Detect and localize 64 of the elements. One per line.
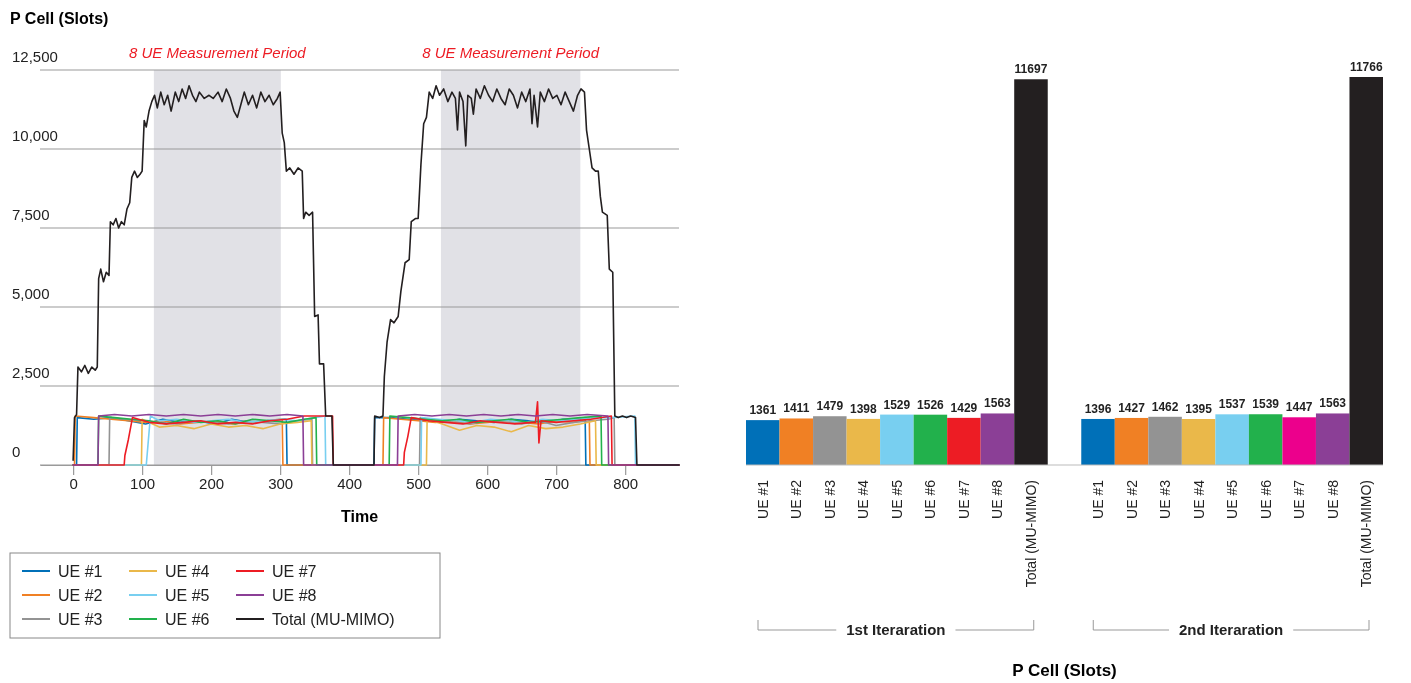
band-label: 8 UE Measurement Period	[128, 44, 307, 61]
data-label: 1563	[984, 396, 1012, 411]
data-label: 1563	[1319, 396, 1347, 411]
data-label: 1427	[1118, 400, 1146, 415]
x-tick-label: 700	[544, 474, 570, 492]
data-label: 1479	[816, 399, 844, 414]
x-tick-label: UE #8	[1324, 479, 1341, 519]
x-tick-label: 600	[475, 474, 501, 492]
x-tick-label: UE #4	[855, 479, 872, 519]
x-tick-label: 800	[613, 474, 639, 492]
x-tick-label: UE #4	[1190, 479, 1207, 519]
data-label: 1539	[1252, 397, 1280, 412]
x-tick-label: 200	[199, 474, 225, 492]
x-tick-label: 100	[130, 474, 156, 492]
legend-label: UE #8	[272, 587, 317, 604]
x-tick-label: Total (MU-MIMO)	[1022, 480, 1039, 588]
text: 2nd Iteraration	[1179, 621, 1284, 638]
data-label: 1526	[917, 397, 945, 412]
y-tick-label: 0	[12, 443, 21, 460]
y-tick-label: 2,500	[12, 364, 50, 381]
data-label: 1395	[1185, 402, 1213, 416]
x-tick-label: UE #2	[788, 479, 805, 519]
legend-label: UE #3	[58, 611, 103, 628]
y-tick-label: 5,000	[12, 285, 50, 302]
x-tick-label: UE #6	[1257, 479, 1274, 519]
x-tick-label: 400	[337, 474, 363, 492]
data-label: 1411	[783, 401, 810, 416]
legend-label: UE #6	[165, 611, 210, 628]
data-label: 11697	[1014, 62, 1048, 77]
x-tick-label: UE #7	[1291, 479, 1308, 519]
data-label: 1447	[1285, 400, 1313, 415]
data-label: 1529	[883, 397, 911, 412]
x-tick-label: UE #5	[1224, 479, 1241, 519]
legend-label: Total (MU-MIMO)	[272, 611, 395, 628]
legend-label: UE #2	[58, 587, 103, 604]
y-tick-label: 10,000	[12, 127, 58, 144]
data-label: 1462	[1151, 399, 1179, 414]
x-tick-label: UE #8	[989, 479, 1006, 519]
data-label: 1429	[950, 400, 978, 415]
x-tick-label: 0	[69, 474, 78, 492]
x-tick-label: 300	[268, 474, 294, 492]
data-label: 1398	[849, 401, 878, 416]
legend-label: UE #5	[165, 587, 210, 604]
x-tick-label: UE #7	[955, 479, 972, 519]
data-label: 1361	[749, 403, 777, 418]
x-tick-label: Total (MU-MIMO)	[1358, 480, 1375, 588]
x-tick-label: UE #6	[922, 479, 939, 519]
y-tick-label: 7,500	[12, 206, 50, 223]
chart-title: P Cell (Slots)	[10, 10, 109, 27]
x-axis-title: P Cell (Slots)	[1012, 661, 1117, 680]
data-label: 1537	[1218, 397, 1246, 412]
x-tick-label: UE #2	[1123, 479, 1140, 519]
x-tick-label: UE #1	[1090, 479, 1107, 519]
text: 1st Iteraration	[846, 621, 946, 638]
band-label: 8 UE Measurement Period	[422, 44, 600, 61]
x-axis-title: Time	[340, 508, 379, 525]
x-tick-label: UE #1	[754, 479, 771, 519]
x-tick-label: UE #5	[888, 479, 905, 519]
x-tick-label: UE #3	[821, 479, 838, 519]
data-label: 1396	[1084, 401, 1112, 416]
data-label: 11766	[1349, 60, 1383, 74]
y-tick-label: 12,500	[12, 48, 58, 65]
x-tick-label: UE #3	[1157, 479, 1174, 519]
x-tick-label: 500	[406, 474, 432, 492]
